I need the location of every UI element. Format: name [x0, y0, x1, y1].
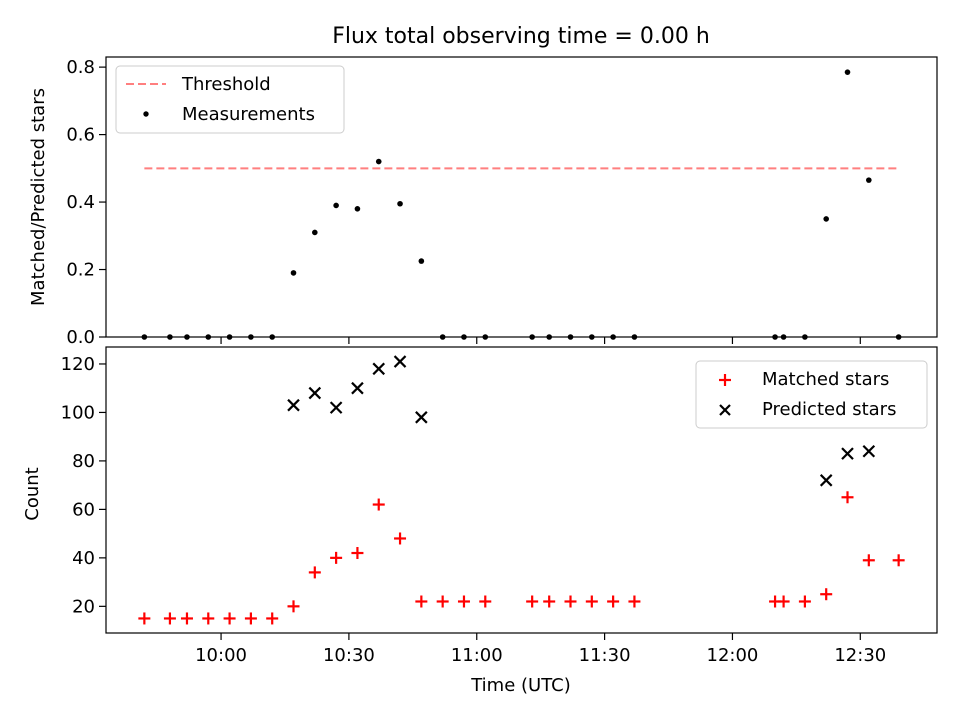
matched-stars-point: [841, 491, 854, 504]
matched-stars-point: [777, 595, 790, 608]
matched-stars-point: [526, 595, 539, 608]
legend-measurements-swatch: [143, 111, 149, 117]
matched-stars-point: [479, 595, 492, 608]
matched-stars-point: [330, 551, 343, 564]
measurement-point: [823, 216, 829, 222]
bottom-legend-box: [695, 360, 928, 429]
bottom-y-tick-label: 120: [61, 354, 95, 375]
bottom-x-tick-label: 10:30: [323, 645, 375, 666]
bottom-x-axis: 10:00 10:30 11:00 11:30 12:00 12:30: [195, 633, 886, 666]
matched-stars-point: [543, 595, 556, 608]
predicted-stars-point: [372, 362, 386, 376]
predicted-stars-point: [329, 401, 343, 414]
bottom-y-tick-label: 20: [72, 596, 95, 617]
bottom-x-tick-label: 11:30: [579, 645, 631, 666]
measurement-point: [333, 202, 339, 209]
matched-stars-point: [564, 595, 577, 608]
matched-stars-point: [820, 588, 833, 601]
top-y-axis: 0.0 0.2 0.4 0.6 0.8: [66, 57, 106, 348]
matched-stars-point: [585, 595, 598, 608]
bottom-x-tick-label: 11:00: [451, 645, 503, 666]
top-y-tick-label: 0.0: [66, 327, 95, 348]
bottom-marks: [138, 355, 905, 625]
top-panel: 0.00.20.40.60.8 Matched/Predicted stars …: [28, 56, 938, 348]
matched-stars-point: [798, 595, 811, 608]
matched-stars-point: [163, 612, 176, 625]
top-y-tick-label: 0.6: [66, 125, 95, 146]
top-y-tick-label: 0.4: [66, 192, 95, 213]
top-x-axis: [220, 337, 861, 344]
top-plot-frame: [105, 56, 938, 338]
x-axis-label: Time (UTC): [470, 675, 571, 696]
top-y-tick-label: 0.2: [66, 260, 95, 281]
predicted-stars-point: [415, 411, 428, 424]
measurement-point: [354, 206, 361, 212]
top-legend-box: [115, 65, 345, 134]
predicted-stars-point: [287, 398, 300, 412]
legend-measurements-label: Measurements: [182, 104, 315, 125]
predicted-stars-point: [308, 386, 322, 400]
matched-stars-point: [351, 547, 364, 560]
measurement-point: [375, 158, 382, 165]
legend-predicted-swatch: [719, 404, 731, 416]
matched-stars-point: [223, 612, 236, 625]
predicted-stars-point: [351, 381, 364, 395]
matched-stars-point: [287, 600, 300, 613]
bottom-x-tick-label: 10:00: [195, 645, 247, 666]
matched-stars-point: [308, 566, 321, 579]
matched-stars-point: [457, 595, 470, 608]
legend-matched-label: Matched stars: [762, 369, 889, 390]
legend-threshold-label: Threshold: [181, 74, 271, 95]
predicted-stars-point: [862, 444, 876, 458]
bottom-legend[interactable]: Matched stars Predicted stars: [695, 360, 928, 429]
measurement-point: [397, 200, 403, 207]
matched-stars-point: [415, 595, 428, 608]
measurement-point: [418, 258, 425, 264]
top-legend[interactable]: Threshold Measurements: [115, 65, 345, 134]
matched-stars-point: [628, 595, 641, 608]
bottom-panel: 20 40 60 80 100 120 10:00 10:30 11:00 11:30 12:00…: [22, 346, 938, 696]
matched-stars-point: [266, 612, 279, 625]
matched-stars-point: [394, 532, 407, 545]
matched-stars-point: [138, 612, 151, 625]
bottom-x-tick-label: 12:00: [707, 645, 759, 666]
measurement-point: [844, 69, 851, 75]
top-y-tick-label: 0.8: [66, 57, 95, 78]
bottom-x-tick-label: 12:30: [834, 645, 886, 666]
chart-title: Flux total observing time = 0.00 h: [332, 24, 710, 49]
measurement-point: [290, 270, 297, 276]
bottom-y-tick-label: 80: [72, 451, 95, 472]
matched-stars-point: [202, 612, 215, 625]
predicted-stars-point: [841, 447, 854, 460]
matched-stars-point: [244, 612, 257, 625]
bottom-plot-frame: [105, 346, 938, 634]
legend-predicted-label: Predicted stars: [762, 399, 896, 420]
matched-stars-point: [436, 595, 449, 608]
matched-stars-point: [892, 554, 905, 567]
top-y-axis-label: Matched/Predicted stars: [28, 88, 49, 306]
measurement-point: [312, 229, 318, 236]
bottom-y-axis: 20 40 60 80 100 120: [61, 354, 106, 617]
matched-stars-point: [607, 595, 620, 608]
matched-stars-point: [180, 612, 193, 625]
bottom-y-tick-label: 40: [72, 548, 95, 569]
predicted-stars-point: [819, 474, 833, 487]
bottom-y-tick-label: 60: [72, 499, 95, 520]
matched-stars-point: [372, 498, 385, 511]
bottom-y-tick-label: 100: [61, 402, 95, 423]
predicted-stars-point: [393, 355, 407, 368]
legend-matched-swatch: [719, 374, 731, 386]
measurement-point: [866, 177, 872, 183]
bottom-y-axis-label: Count: [22, 467, 43, 520]
matched-stars-point: [862, 554, 875, 567]
